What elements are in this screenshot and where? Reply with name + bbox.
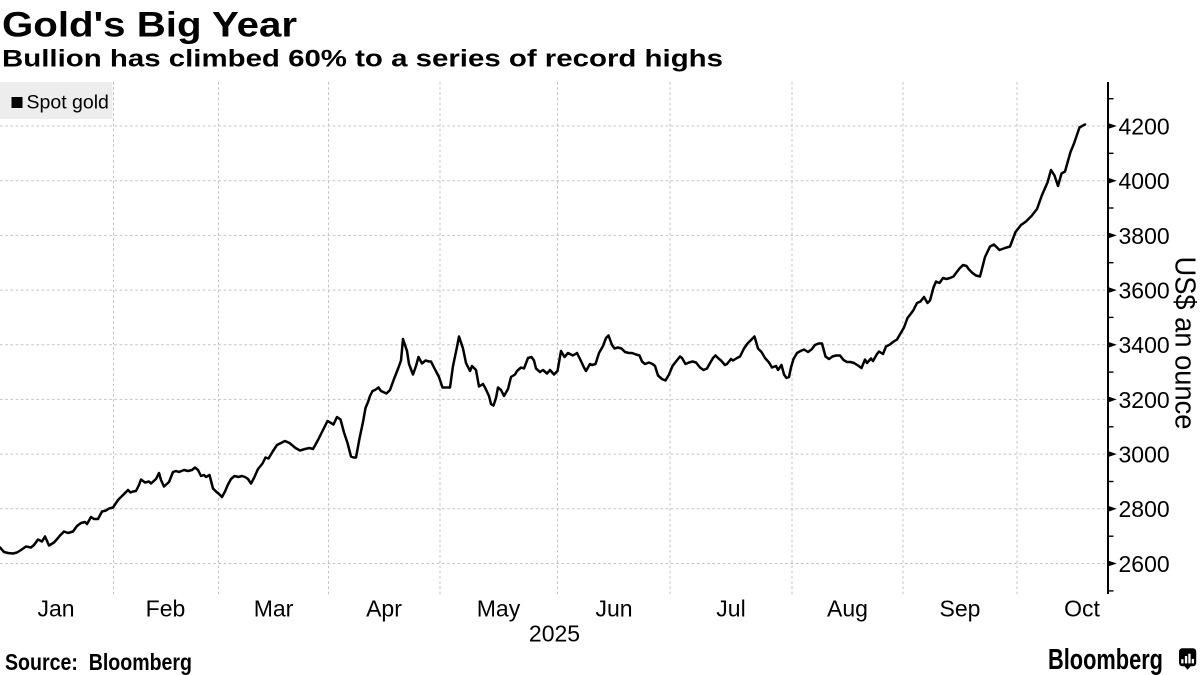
svg-text:3800: 3800 <box>1119 223 1170 249</box>
svg-text:Apr: Apr <box>366 596 402 622</box>
svg-text:Aug: Aug <box>827 596 868 622</box>
svg-text:3600: 3600 <box>1119 278 1170 304</box>
svg-text:3000: 3000 <box>1119 442 1170 468</box>
svg-text:2600: 2600 <box>1119 551 1170 577</box>
svg-text:US$ an ounce: US$ an ounce <box>1169 257 1200 430</box>
svg-text:Oct: Oct <box>1064 596 1100 622</box>
svg-text:3200: 3200 <box>1119 387 1170 413</box>
svg-text:Mar: Mar <box>254 596 294 622</box>
svg-text:4000: 4000 <box>1119 168 1170 194</box>
svg-text:Jun: Jun <box>595 596 632 622</box>
svg-text:Bloomberg: Bloomberg <box>1048 644 1163 675</box>
svg-text:Gold's Big Year: Gold's Big Year <box>2 6 297 45</box>
svg-text:Sep: Sep <box>940 596 981 622</box>
svg-text:2800: 2800 <box>1119 496 1170 522</box>
svg-text:Spot gold: Spot gold <box>27 92 109 114</box>
svg-text:May: May <box>477 596 521 622</box>
svg-text:3400: 3400 <box>1119 332 1170 358</box>
svg-text:2025: 2025 <box>529 621 580 647</box>
svg-text:Jul: Jul <box>716 596 745 622</box>
svg-text:Bullion has climbed 60% to a s: Bullion has climbed 60% to a series of r… <box>2 46 723 73</box>
svg-text:Feb: Feb <box>146 596 186 622</box>
svg-text:4200: 4200 <box>1119 113 1170 139</box>
svg-text:Source: Bloomberg: Source: Bloomberg <box>5 649 192 675</box>
svg-text:Jan: Jan <box>37 596 74 622</box>
